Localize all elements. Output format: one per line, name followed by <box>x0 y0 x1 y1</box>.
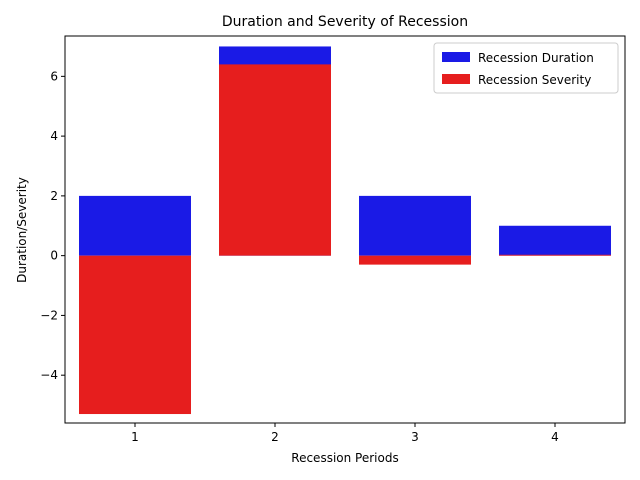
x-tick-label: 2 <box>271 430 279 444</box>
chart-title: Duration and Severity of Recession <box>222 14 468 30</box>
y-tick-label: 6 <box>50 69 58 83</box>
bar-series1-4 <box>499 225 611 256</box>
legend-swatch-1 <box>442 52 470 62</box>
y-axis-label: Duration/Severity <box>15 177 29 283</box>
y-tick-label: −2 <box>40 308 58 322</box>
y-axis: −4 −2 0 2 4 6 <box>40 69 65 382</box>
x-axis: 1 2 3 4 <box>131 423 559 444</box>
bar-series1-1 <box>79 195 191 256</box>
y-tick-label: 2 <box>50 189 58 203</box>
legend-label-1: Recession Duration <box>478 51 594 65</box>
bar-series2-3 <box>359 255 471 265</box>
legend-box <box>433 42 619 94</box>
x-tick-label: 1 <box>131 430 139 444</box>
y-tick-label: −4 <box>40 368 58 382</box>
x-tick-label: 4 <box>551 430 559 444</box>
bar-series2-2 <box>219 64 331 256</box>
bar-series2-1 <box>79 255 191 415</box>
y-tick-label: 0 <box>50 249 58 263</box>
legend: Recession Duration Recession Severity <box>433 42 619 94</box>
bar-series2-4 <box>499 254 611 256</box>
bar-series1-3 <box>359 195 471 256</box>
legend-swatch-2 <box>442 74 470 84</box>
axes-frame <box>64 35 626 424</box>
legend-label-2: Recession Severity <box>478 73 591 87</box>
plot-area <box>79 46 611 415</box>
y-tick-label: 4 <box>50 129 58 143</box>
x-tick-label: 3 <box>411 430 419 444</box>
x-axis-label: Recession Periods <box>291 451 398 465</box>
